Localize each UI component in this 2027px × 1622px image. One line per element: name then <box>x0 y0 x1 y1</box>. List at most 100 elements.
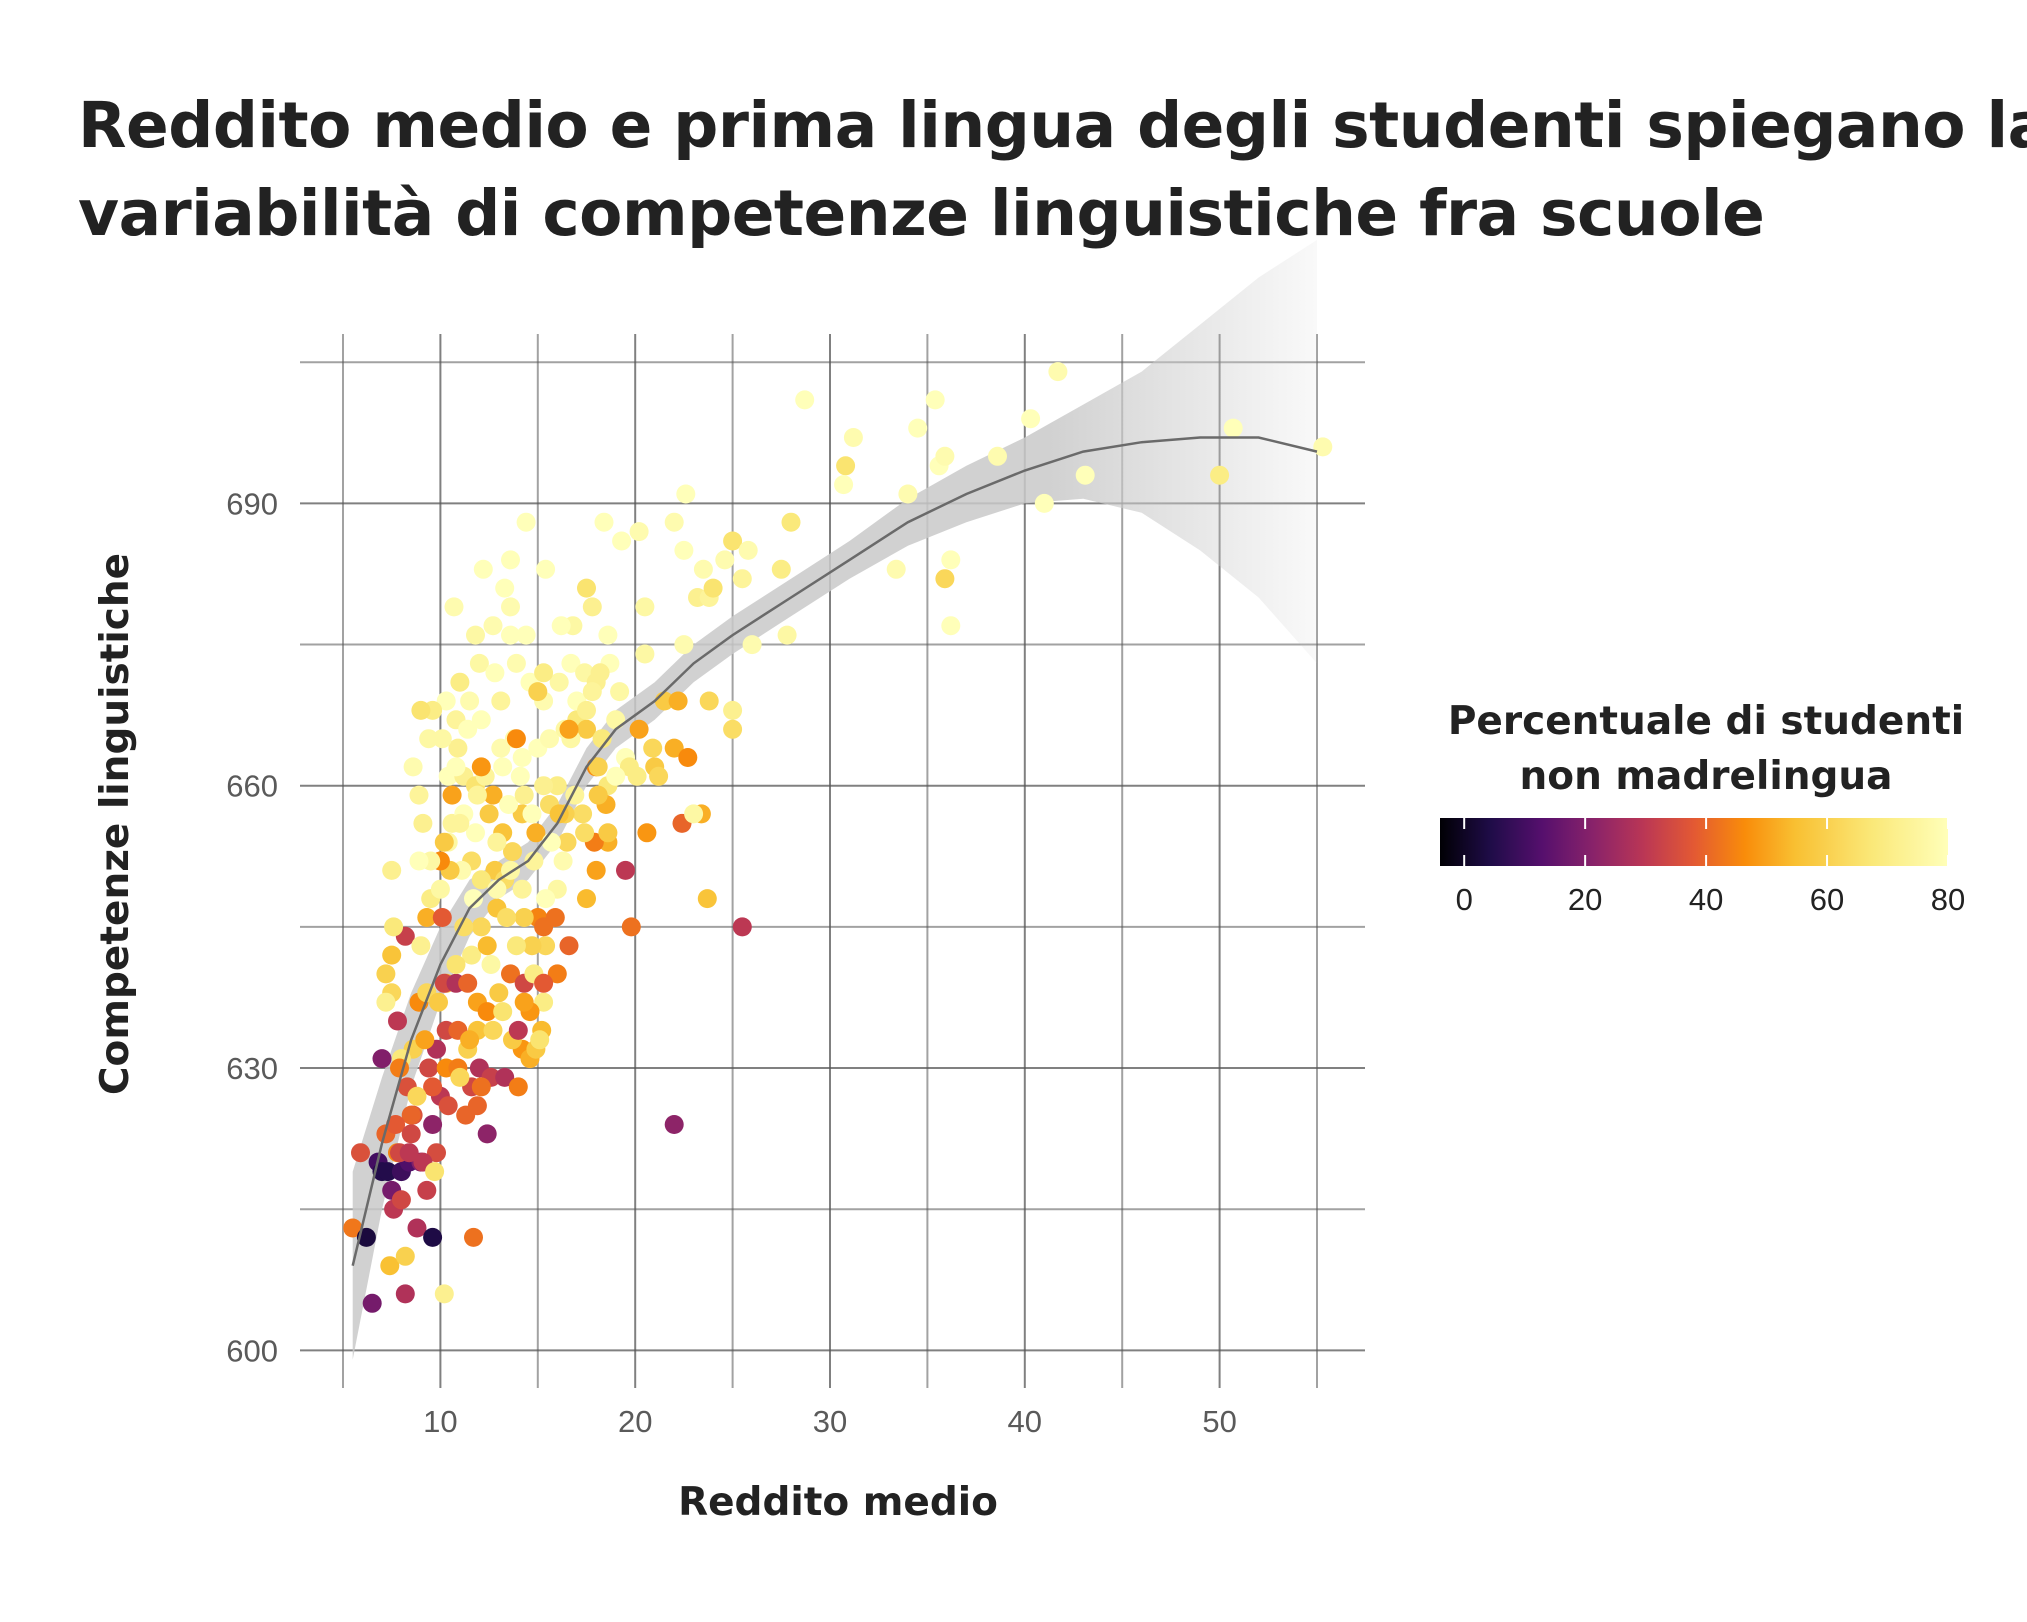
data-point <box>515 993 534 1012</box>
data-point <box>1021 409 1040 428</box>
data-point <box>1035 494 1054 513</box>
data-point <box>433 908 452 927</box>
data-point <box>429 993 448 1012</box>
data-point <box>546 908 565 927</box>
data-point <box>425 1162 444 1181</box>
data-point <box>491 692 510 711</box>
data-point <box>1313 437 1332 456</box>
data-point <box>439 1096 458 1115</box>
data-point <box>587 861 606 880</box>
data-point <box>472 917 491 936</box>
data-point <box>423 1115 442 1134</box>
x-tick-label: 10 <box>423 1404 457 1439</box>
data-point <box>630 720 649 739</box>
data-point <box>898 485 917 504</box>
data-point <box>411 701 430 720</box>
data-point <box>493 757 512 776</box>
colorbar-tick-label: 40 <box>1689 882 1723 917</box>
data-point <box>782 513 801 532</box>
data-point <box>694 560 713 579</box>
data-point <box>591 663 610 682</box>
data-point <box>723 701 742 720</box>
data-point <box>560 720 579 739</box>
data-point <box>484 616 503 635</box>
data-point <box>501 626 520 645</box>
data-point <box>649 767 668 786</box>
data-point <box>460 1030 479 1049</box>
data-point <box>466 626 485 645</box>
data-point <box>443 786 462 805</box>
colorbar <box>1440 818 1948 866</box>
data-point <box>635 645 654 664</box>
data-point <box>495 579 514 598</box>
data-point <box>450 673 469 692</box>
data-point <box>715 550 734 569</box>
data-point <box>887 560 906 579</box>
legend: Percentuale di studenti non madrelingua … <box>1440 699 1965 917</box>
data-point <box>674 541 693 560</box>
data-point <box>468 1096 487 1115</box>
data-point <box>376 964 395 983</box>
data-point <box>388 1012 407 1031</box>
data-point <box>423 1228 442 1247</box>
data-point <box>836 456 855 475</box>
data-point <box>622 917 641 936</box>
data-point <box>419 1059 438 1078</box>
data-point <box>468 786 487 805</box>
data-point <box>507 654 526 673</box>
data-point <box>583 682 602 701</box>
data-point <box>484 1021 503 1040</box>
data-point <box>493 1002 512 1021</box>
data-point <box>674 635 693 654</box>
data-point <box>1210 466 1229 485</box>
x-tick-label: 30 <box>813 1404 847 1439</box>
data-point <box>941 550 960 569</box>
data-point <box>515 786 534 805</box>
data-point <box>577 701 596 720</box>
data-point <box>447 955 466 974</box>
data-point <box>435 1284 454 1303</box>
data-point <box>513 880 532 899</box>
data-point <box>552 616 571 635</box>
data-point <box>598 823 617 842</box>
data-point <box>482 955 501 974</box>
data-point <box>410 852 429 871</box>
data-point <box>419 729 438 748</box>
data-point <box>489 983 508 1002</box>
legend-title-line-2: non madrelingua <box>1520 754 1893 799</box>
data-point <box>772 560 791 579</box>
data-point <box>396 1247 415 1266</box>
data-point <box>507 729 526 748</box>
data-point <box>583 597 602 616</box>
data-point <box>478 1124 497 1143</box>
data-point <box>511 767 530 786</box>
data-point <box>665 1115 684 1134</box>
data-point <box>988 447 1007 466</box>
data-point <box>573 804 592 823</box>
data-point <box>926 390 945 409</box>
data-point <box>487 833 506 852</box>
data-point <box>408 1087 427 1106</box>
data-point <box>480 804 499 823</box>
data-point <box>542 833 561 852</box>
data-point <box>351 1143 370 1162</box>
data-point <box>485 663 504 682</box>
data-point <box>676 485 695 504</box>
data-point <box>417 1181 436 1200</box>
data-point <box>464 1228 483 1247</box>
data-point <box>534 776 553 795</box>
data-point <box>536 560 555 579</box>
data-point <box>577 889 596 908</box>
data-point <box>908 419 927 438</box>
data-point <box>404 757 423 776</box>
data-point <box>844 428 863 447</box>
y-tick-label: 630 <box>226 1051 278 1086</box>
data-point <box>1224 419 1243 438</box>
data-point <box>589 786 608 805</box>
data-point <box>795 390 814 409</box>
data-point <box>575 823 594 842</box>
data-point <box>534 663 553 682</box>
data-point <box>450 814 469 833</box>
data-point <box>739 541 758 560</box>
